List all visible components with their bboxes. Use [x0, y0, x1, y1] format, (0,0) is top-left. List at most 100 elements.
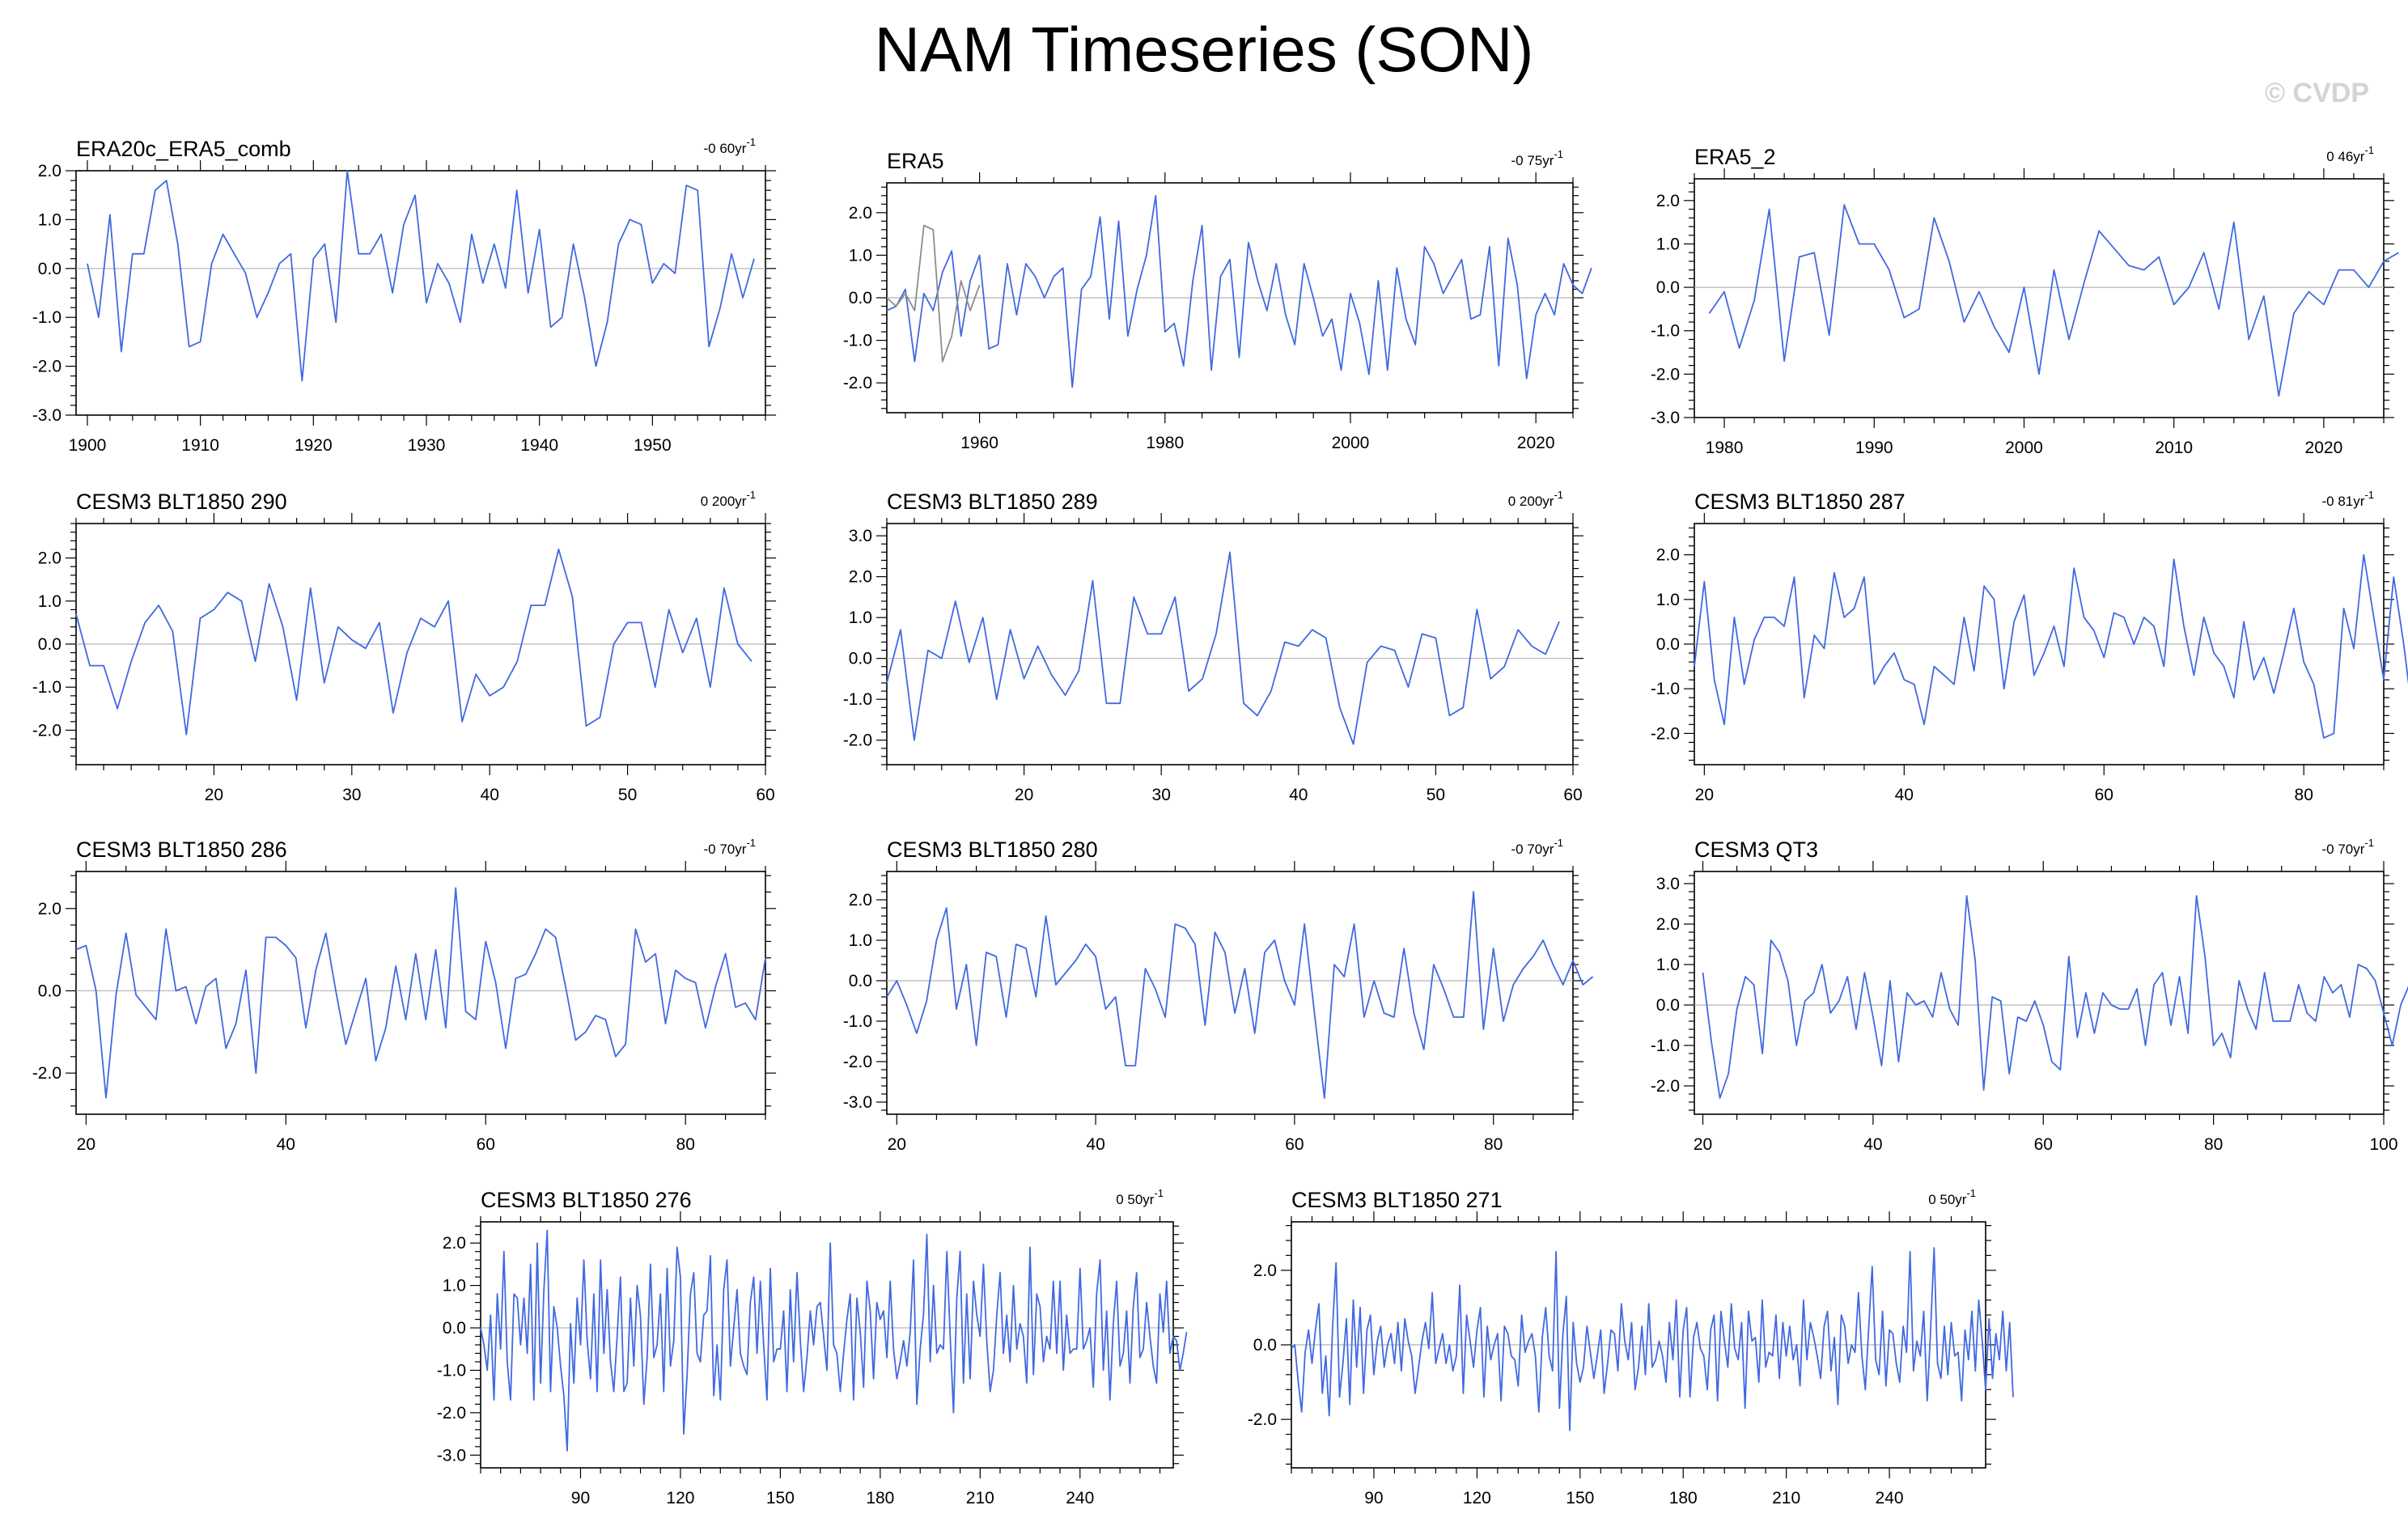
y-tick-label: 3.0: [1656, 875, 1680, 893]
x-tick-label: 1920: [295, 436, 333, 455]
x-tick-label: 20: [1015, 786, 1033, 804]
y-tick-label: 2.0: [1253, 1261, 1277, 1280]
trend-value: -0 60yr: [704, 141, 747, 156]
series-line: [480, 1229, 1188, 1452]
x-tick-label: 80: [2204, 1135, 2223, 1154]
y-tick-label: 1.0: [443, 1277, 466, 1295]
y-tick-label: -1.0: [843, 1012, 872, 1031]
x-tick-label: 2020: [2305, 439, 2343, 457]
series-line: [1291, 1247, 2014, 1431]
x-tick-label: 150: [766, 1489, 795, 1507]
x-tick-label: 80: [2295, 786, 2313, 804]
x-tick-label: 20: [888, 1135, 906, 1154]
y-tick-label: 0.0: [849, 289, 872, 307]
trend-label: -0 70yr-1: [704, 837, 756, 857]
panel-8: -2.0 -1.0 0.0 1.0 2.0 3.0 20 40 60 80 100 CESM3 QT3…: [1651, 837, 2408, 1154]
y-tick-label: 2.0: [849, 891, 872, 910]
x-tick-label: 210: [966, 1489, 994, 1507]
x-tick-label: 80: [676, 1135, 695, 1154]
trend-value: -0 70yr: [1511, 842, 1554, 857]
x-tick-label: 90: [1364, 1489, 1383, 1507]
x-tick-label: 80: [1484, 1135, 1503, 1154]
y-tick-label: 2.0: [443, 1234, 466, 1253]
trend-exponent: -1: [1554, 148, 1563, 160]
x-tick-label: 60: [1285, 1135, 1304, 1154]
trend-exponent: -1: [1154, 1187, 1164, 1199]
plot-frame: [1694, 871, 2385, 1115]
panel-1: -2.0 -1.0 0.0 1.0 2.0 1960 1980 2000 2020 ERA5 -0 …: [843, 148, 1592, 452]
trend-label: -0 60yr-1: [704, 136, 756, 156]
x-tick-label: 2010: [2155, 439, 2193, 457]
trend-value: 0 50yr: [1928, 1192, 1967, 1207]
y-tick-label: -2.0: [1651, 724, 1680, 743]
y-tick-label: 2.0: [1656, 192, 1680, 210]
y-tick-label: -2.0: [1651, 365, 1680, 384]
plot-frame: [75, 170, 766, 416]
trend-value: -0 70yr: [2322, 842, 2365, 857]
secondary-series-line: [886, 224, 981, 363]
panel-grid: -3.0 -2.0 -1.0 0.0 1.0 2.0 1900 1910 1920 1930 194…: [32, 136, 2408, 1507]
y-tick-label: -1.0: [32, 308, 61, 327]
trend-label: -0 75yr-1: [1511, 148, 1563, 168]
y-tick-label: -1.0: [843, 690, 872, 709]
panel-title: CESM3 BLT1850 290: [76, 490, 287, 514]
x-tick-label: 120: [1463, 1489, 1491, 1507]
panel-title: CESM3 BLT1850 289: [887, 490, 1098, 514]
y-tick-label: 0.0: [1253, 1336, 1277, 1355]
series-line: [87, 170, 755, 382]
x-tick-label: 180: [1669, 1489, 1698, 1507]
panel-title: ERA20c_ERA5_comb: [76, 137, 291, 161]
x-tick-label: 20: [77, 1135, 95, 1154]
x-tick-label: 50: [1427, 786, 1445, 804]
trend-exponent: -1: [2364, 837, 2374, 849]
trend-value: 0 200yr: [1508, 494, 1554, 509]
plot-frame: [886, 523, 1574, 765]
y-tick-label: -2.0: [1248, 1410, 1277, 1429]
series-line: [75, 549, 752, 736]
x-tick-label: 2000: [1332, 434, 1370, 452]
y-tick-label: -1.0: [437, 1361, 466, 1380]
x-tick-label: 40: [1895, 786, 1914, 804]
y-tick-label: 3.0: [849, 527, 872, 545]
y-tick-label: 0.0: [1656, 278, 1680, 297]
trend-value: 0 200yr: [701, 494, 747, 509]
x-tick-label: 120: [666, 1489, 694, 1507]
figure-title: NAM Timeseries (SON): [875, 14, 1534, 85]
trend-value: 0 50yr: [1116, 1192, 1155, 1207]
y-tick-label: 0.0: [443, 1319, 466, 1338]
series-line: [886, 551, 1560, 745]
y-tick-label: 0.0: [849, 972, 872, 990]
y-tick-label: -3.0: [437, 1446, 466, 1465]
panel-5: -2.0 -1.0 0.0 1.0 2.0 20 40 60 80 CESM3 BLT1850 2…: [1651, 489, 2408, 804]
panel-6: -2.0 0.0 2.0 20 40 60 80 CESM3 BLT1850 286 -0 70…: [32, 837, 776, 1154]
y-tick-label: 1.0: [849, 608, 872, 627]
x-tick-label: 60: [1563, 786, 1582, 804]
trend-label: 0 50yr-1: [1116, 1187, 1164, 1207]
x-tick-label: 40: [1863, 1135, 1882, 1154]
y-tick-label: -2.0: [32, 1064, 61, 1083]
x-tick-label: 20: [205, 786, 223, 804]
x-tick-label: 60: [2095, 786, 2113, 804]
panel-2: -3.0 -2.0 -1.0 0.0 1.0 2.0 1980 1990 2000 2010 202…: [1651, 144, 2399, 457]
trend-exponent: -1: [746, 837, 756, 849]
y-tick-label: -2.0: [437, 1404, 466, 1423]
y-tick-label: 0.0: [38, 260, 61, 278]
x-tick-label: 1980: [1146, 434, 1184, 452]
x-tick-label: 240: [1066, 1489, 1094, 1507]
y-tick-label: 1.0: [38, 210, 61, 229]
x-tick-label: 1960: [960, 434, 998, 452]
x-tick-label: 1940: [520, 436, 558, 455]
y-tick-label: -1.0: [1651, 1037, 1680, 1055]
panel-title: CESM3 BLT1850 286: [76, 837, 287, 862]
series-line: [1708, 204, 2399, 397]
y-tick-label: -2.0: [1651, 1077, 1680, 1096]
x-tick-label: 60: [477, 1135, 495, 1154]
plot-frame: [886, 871, 1574, 1115]
panel-title: CESM3 BLT1850 271: [1291, 1188, 1503, 1212]
y-tick-label: -1.0: [1651, 322, 1680, 341]
x-tick-label: 240: [1876, 1489, 1904, 1507]
x-tick-label: 20: [1694, 1135, 1712, 1154]
y-tick-label: -2.0: [843, 374, 872, 392]
y-tick-label: 1.0: [38, 592, 61, 611]
y-tick-label: -2.0: [32, 358, 61, 376]
